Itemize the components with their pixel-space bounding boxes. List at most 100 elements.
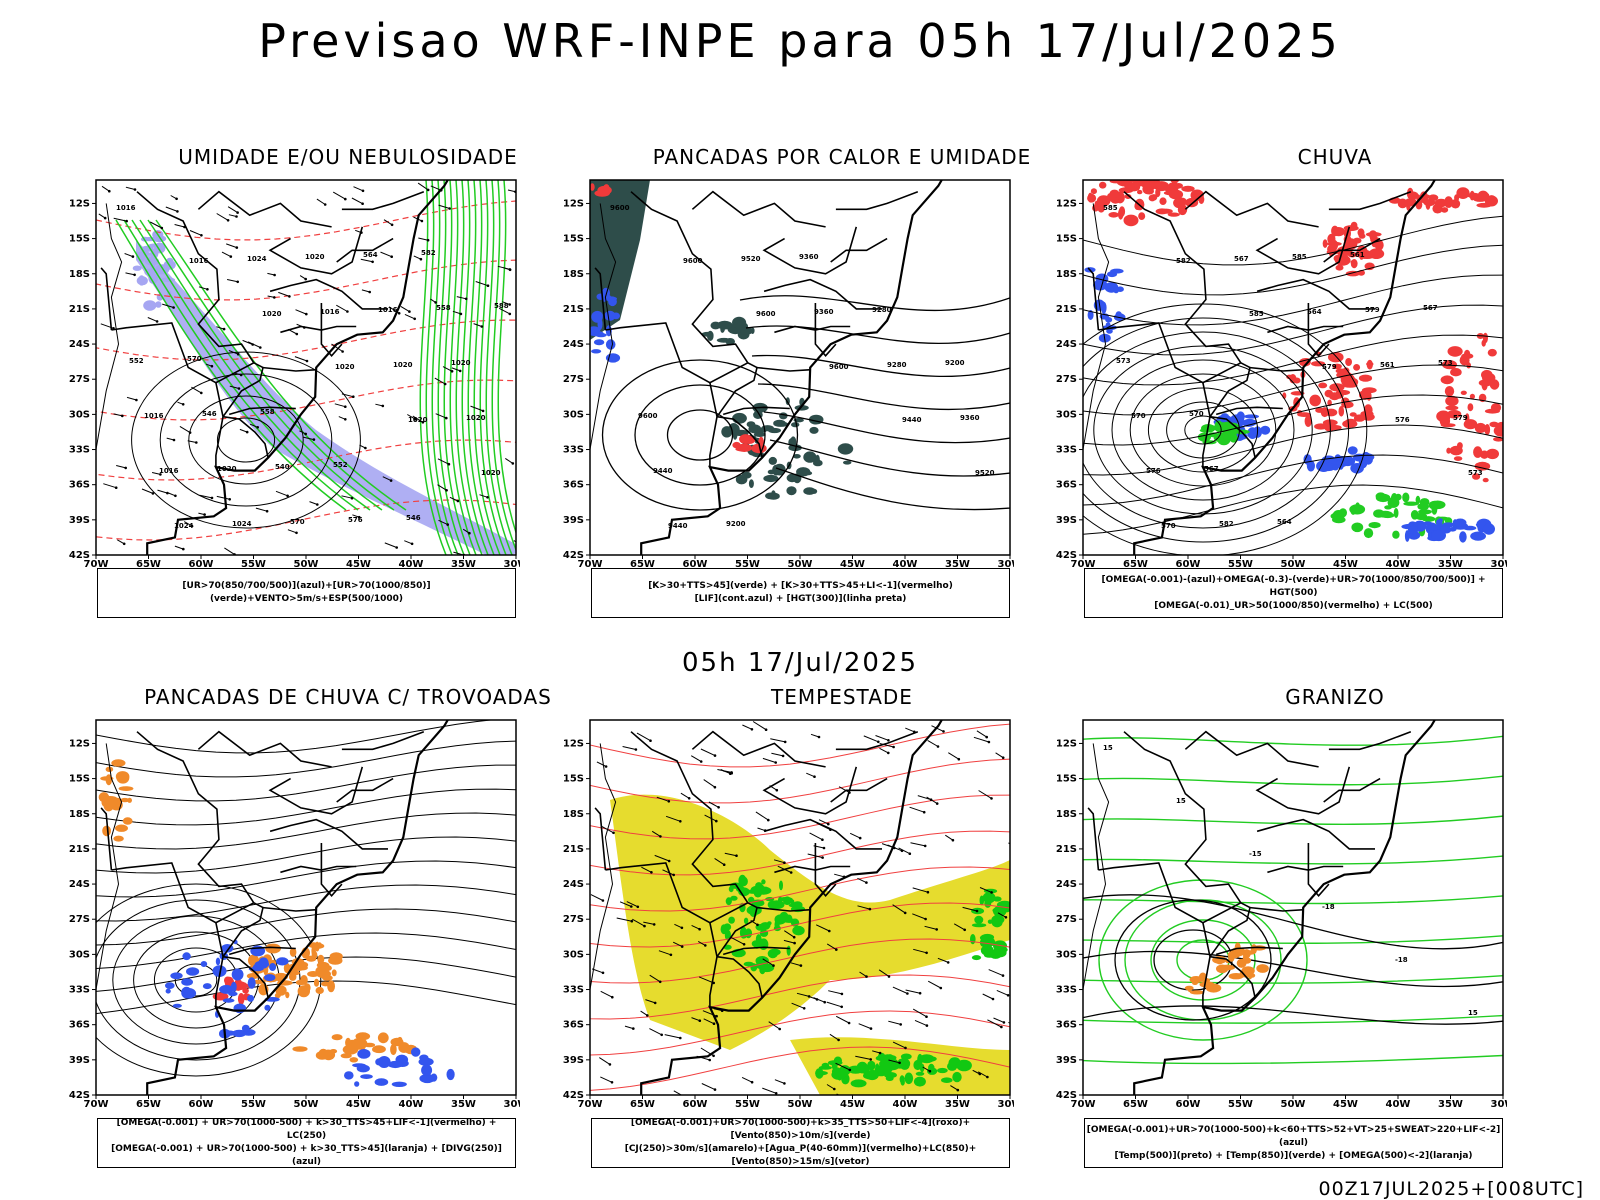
hgt500-contour	[1083, 317, 1350, 543]
wind-vector	[384, 542, 397, 548]
wind-vector	[892, 745, 895, 749]
wind850-green	[739, 876, 748, 887]
contour-label: 573	[1438, 359, 1453, 367]
wind-vector	[203, 513, 206, 516]
instability-field	[716, 320, 733, 330]
divergence-blue	[232, 1029, 247, 1038]
wind-vector	[957, 757, 961, 761]
wind850-green	[730, 895, 738, 901]
border-line	[1267, 865, 1344, 874]
lon-tick-label: 65W	[630, 1099, 655, 1110]
thunder-orange	[317, 942, 322, 948]
wind-vector	[332, 191, 346, 200]
wind850-green	[728, 916, 735, 924]
wind-vector	[704, 944, 707, 947]
lat-tick-label: 33S	[1056, 445, 1077, 456]
wind-vector	[162, 303, 174, 308]
wind850-green	[833, 1056, 842, 1065]
border-line	[1215, 946, 1283, 956]
lat-tick-label: 18S	[1056, 269, 1077, 280]
wind-vector	[410, 542, 414, 546]
rain-blue	[1105, 317, 1113, 323]
border-line	[228, 946, 296, 956]
rain-red	[1138, 212, 1146, 220]
wind-vector	[125, 219, 128, 223]
wind850-green	[821, 1062, 830, 1068]
wind-vector	[601, 971, 605, 975]
wind-vector	[750, 728, 754, 731]
wind-vector	[417, 182, 429, 191]
wind-vector	[650, 871, 653, 874]
rain-red	[1482, 477, 1489, 483]
rain-green	[1368, 522, 1381, 529]
border-line	[100, 267, 113, 331]
wind-vector	[729, 772, 732, 775]
wind-vector	[865, 881, 868, 884]
wind-vector	[649, 1028, 662, 1036]
wind-vector	[360, 258, 373, 263]
wind-vector	[166, 491, 169, 495]
wind-vector	[937, 957, 949, 963]
temp850-contour	[1083, 815, 1503, 825]
wind-vector	[438, 204, 450, 209]
wind-vector	[1006, 994, 1010, 997]
wind-vector	[182, 547, 185, 551]
instability-field	[763, 474, 779, 483]
hgt500-contour	[1111, 359, 1295, 501]
contour-label: 9440	[902, 416, 922, 424]
thunder-orange	[340, 1053, 352, 1059]
wind-vector	[334, 403, 346, 408]
lon-tick-label: 45W	[1333, 1099, 1358, 1110]
contour-label: 564	[363, 251, 378, 259]
wind-vector	[224, 547, 235, 555]
rain-red	[1451, 367, 1459, 375]
wind-vector	[1001, 756, 1005, 759]
hgt500-contour	[1083, 454, 1503, 506]
instability-red	[732, 441, 741, 449]
wind-vector	[475, 281, 489, 287]
rain-red	[1489, 379, 1500, 390]
lon-tick-label: 40W	[893, 559, 918, 570]
rain-red	[1484, 408, 1500, 414]
lat-tick-label: 39S	[1056, 515, 1077, 526]
thunder-orange	[317, 954, 325, 964]
border-line	[814, 843, 837, 898]
lat-tick-label: 39S	[69, 1055, 90, 1066]
wind-vector	[834, 873, 845, 878]
lon-tick-label: 65W	[1123, 1099, 1148, 1110]
wind-vector	[698, 1019, 702, 1022]
lon-tick-label: 45W	[840, 1099, 865, 1110]
wind-vector	[273, 273, 276, 277]
temp850-contour	[1083, 855, 1503, 865]
wind-vector	[381, 404, 385, 408]
wind-vector	[793, 941, 796, 945]
wind-vector	[987, 740, 991, 744]
thunder-orange	[297, 985, 310, 998]
thunder-orange	[289, 947, 297, 957]
wind-vector	[857, 877, 867, 884]
wind-vector	[774, 1092, 778, 1095]
lc850-streamline	[590, 866, 1010, 912]
wind-vector	[508, 312, 512, 316]
contour-label: 552	[333, 461, 348, 469]
green-contour	[437, 180, 465, 555]
wind-vector	[502, 301, 510, 305]
instability-red	[603, 184, 610, 192]
border-line	[835, 730, 919, 751]
contour-label: 546	[202, 410, 217, 418]
wind-vector	[408, 310, 411, 313]
lon-tick-label: 60W	[1176, 559, 1201, 570]
instability-field	[753, 432, 766, 437]
wind-vector	[927, 980, 942, 989]
wind-vector	[288, 295, 291, 298]
wind-vector	[198, 286, 208, 290]
rain-red	[1363, 404, 1373, 416]
wind-vector	[700, 748, 716, 757]
border-line	[197, 190, 332, 228]
lon-tick-label: 40W	[1386, 1099, 1411, 1110]
wind-vector	[767, 818, 770, 822]
coastline	[1133, 180, 1436, 555]
lat-tick-label: 21S	[69, 844, 90, 855]
contour-label: 9520	[741, 255, 761, 263]
thunder-orange	[321, 981, 330, 987]
